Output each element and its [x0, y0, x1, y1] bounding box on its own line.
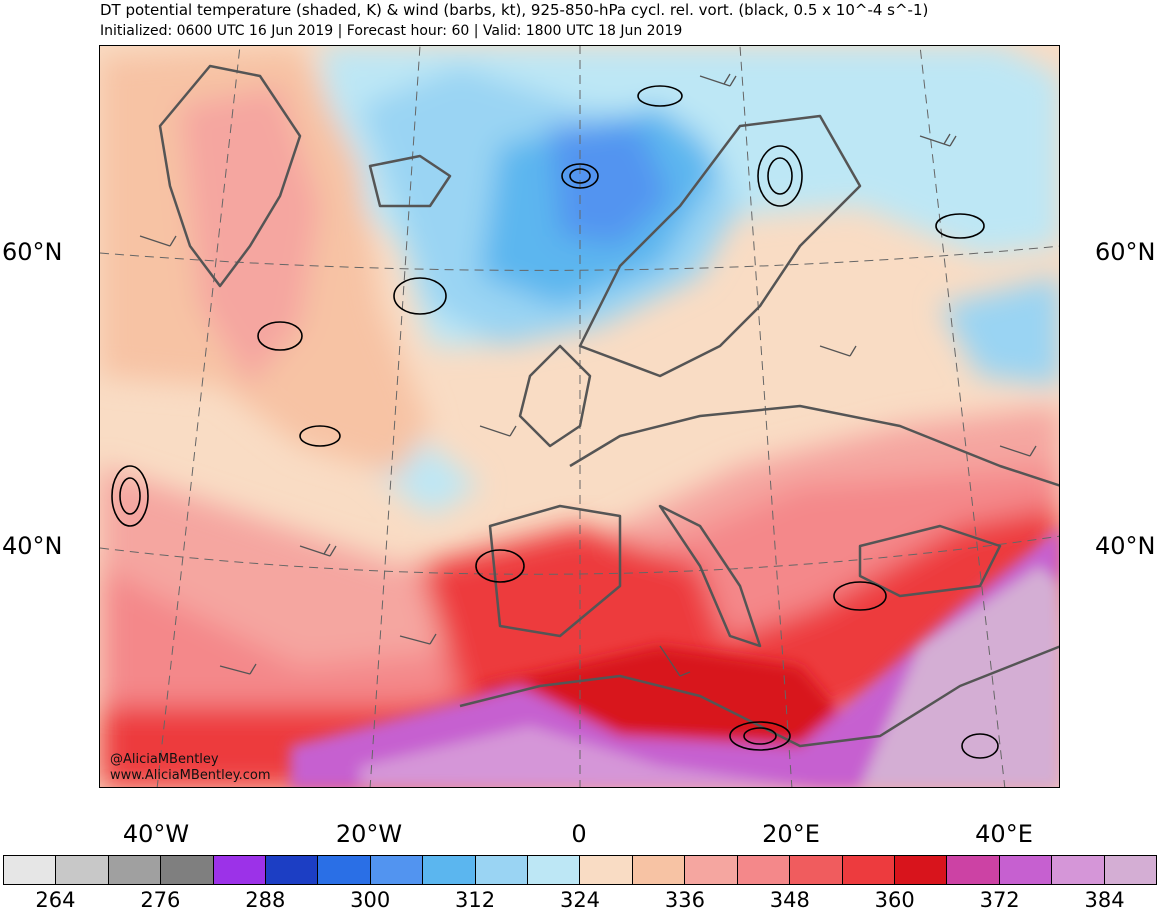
vort-contour [561, 163, 599, 189]
map-subtitle: Initialized: 0600 UTC 16 Jun 2019 | Fore… [100, 23, 683, 39]
vort-contour [743, 727, 777, 745]
theta-348-west [180, 86, 320, 386]
colorbar-cell [999, 856, 1053, 884]
coast-british-isles [518, 344, 592, 448]
theta-hot-core [290, 527, 1059, 787]
wind-barb [479, 425, 517, 437]
map-panel [99, 45, 1060, 788]
lat-label-left-60: 60°N [2, 238, 63, 266]
lon-label-40e: 40°E [975, 820, 1033, 848]
coast-greenland [158, 64, 302, 288]
theta-384-east [860, 566, 1059, 787]
colorbar-label: 360 [874, 888, 915, 912]
wind-barbs [139, 73, 1037, 677]
coast-iceland [368, 154, 452, 208]
coast-scandinavia [578, 114, 862, 378]
colorbar-cell [161, 856, 214, 884]
credit-handle: @AliciaMBentley [110, 752, 219, 767]
wind-barb [999, 445, 1037, 457]
colorbar-cell [56, 856, 109, 884]
lon-label-40w: 40°W [122, 820, 190, 848]
map-title: DT potential temperature (shaded, K) & w… [100, 1, 929, 19]
colorbar-cell [894, 856, 948, 884]
wind-barb [219, 663, 257, 675]
wind-barb [399, 633, 437, 645]
vort-contour [767, 157, 793, 195]
coast-iberia [488, 504, 622, 638]
wind-barb [659, 645, 691, 677]
theta-312-ne [940, 276, 1059, 386]
colorbar-cell [737, 856, 791, 884]
colorbar-cell [1104, 856, 1156, 884]
wind-barb [299, 543, 337, 557]
vort-contour [475, 549, 525, 583]
lon-label-0: 0 [571, 820, 587, 848]
lon-40w-line [156, 46, 241, 787]
coast-black-sea [858, 524, 1002, 598]
colorbar-cell [580, 856, 633, 884]
colorbar-label: 288 [245, 888, 286, 912]
vort-contour [757, 145, 803, 207]
wind-barb [919, 133, 957, 147]
vort-contour [119, 477, 141, 515]
colorbar-cell [423, 856, 476, 884]
colorbar [3, 855, 1157, 885]
coast-north-africa [459, 645, 1059, 748]
vort-contour [393, 277, 447, 315]
colorbar-cell [475, 856, 529, 884]
lon-label-20w: 20°W [335, 820, 403, 848]
lat-label-left-40: 40°N [2, 532, 63, 560]
colorbar-label: 348 [769, 888, 810, 912]
colorbar-cell [842, 856, 895, 884]
vorticity-contours [111, 85, 999, 759]
colorbar-label: 312 [455, 888, 496, 912]
colorbar-cell [947, 856, 1000, 884]
coastlines [158, 64, 1059, 748]
theta-384-africa [360, 726, 807, 787]
colorbar-label: 264 [35, 888, 76, 912]
vort-contour [637, 85, 683, 107]
colorbar-cell [4, 856, 57, 884]
colorbar-label: 384 [1084, 888, 1125, 912]
graticule [100, 46, 1059, 787]
vort-contour [299, 425, 341, 447]
vort-contour [833, 581, 887, 611]
vort-contour [729, 721, 791, 751]
colorbar-cell [685, 856, 738, 884]
lon-40e-line [919, 46, 1006, 787]
colorbar-label: 372 [979, 888, 1020, 912]
coast-europe [569, 404, 1059, 487]
wind-barb [699, 73, 737, 87]
colorbar-cell [1052, 856, 1105, 884]
wind-barb [139, 235, 177, 247]
colorbar-label: 336 [664, 888, 705, 912]
lon-20w-line [369, 46, 421, 787]
vort-contour [935, 213, 985, 239]
colorbar-cell [108, 856, 162, 884]
coast-italy [658, 504, 762, 648]
colorbar-cell [318, 856, 371, 884]
wind-barb [819, 345, 857, 357]
credit: @AliciaMBentley www.AliciaMBentley.com [110, 752, 271, 784]
colorbar-cell [790, 856, 843, 884]
colorbar-cell [370, 856, 424, 884]
colorbar-cell [632, 856, 686, 884]
theta-372-africa [290, 527, 1059, 787]
map-graphic [100, 46, 1059, 787]
colorbar-cell [213, 856, 267, 884]
colorbar-cell [528, 856, 581, 884]
lon-20e-line [739, 46, 793, 787]
lon-label-20e: 20°E [762, 820, 820, 848]
colorbar-label: 300 [350, 888, 391, 912]
vort-contour [569, 168, 591, 184]
vort-contour [961, 733, 999, 759]
vort-contour [111, 465, 149, 527]
vort-contour [257, 321, 303, 351]
lat-label-right-40: 40°N [1095, 532, 1156, 560]
colorbar-label: 324 [559, 888, 601, 912]
credit-url: www.AliciaMBentley.com [110, 768, 271, 783]
colorbar-cell [266, 856, 319, 884]
colorbar-label: 276 [140, 888, 181, 912]
lat-label-right-60: 60°N [1095, 238, 1156, 266]
